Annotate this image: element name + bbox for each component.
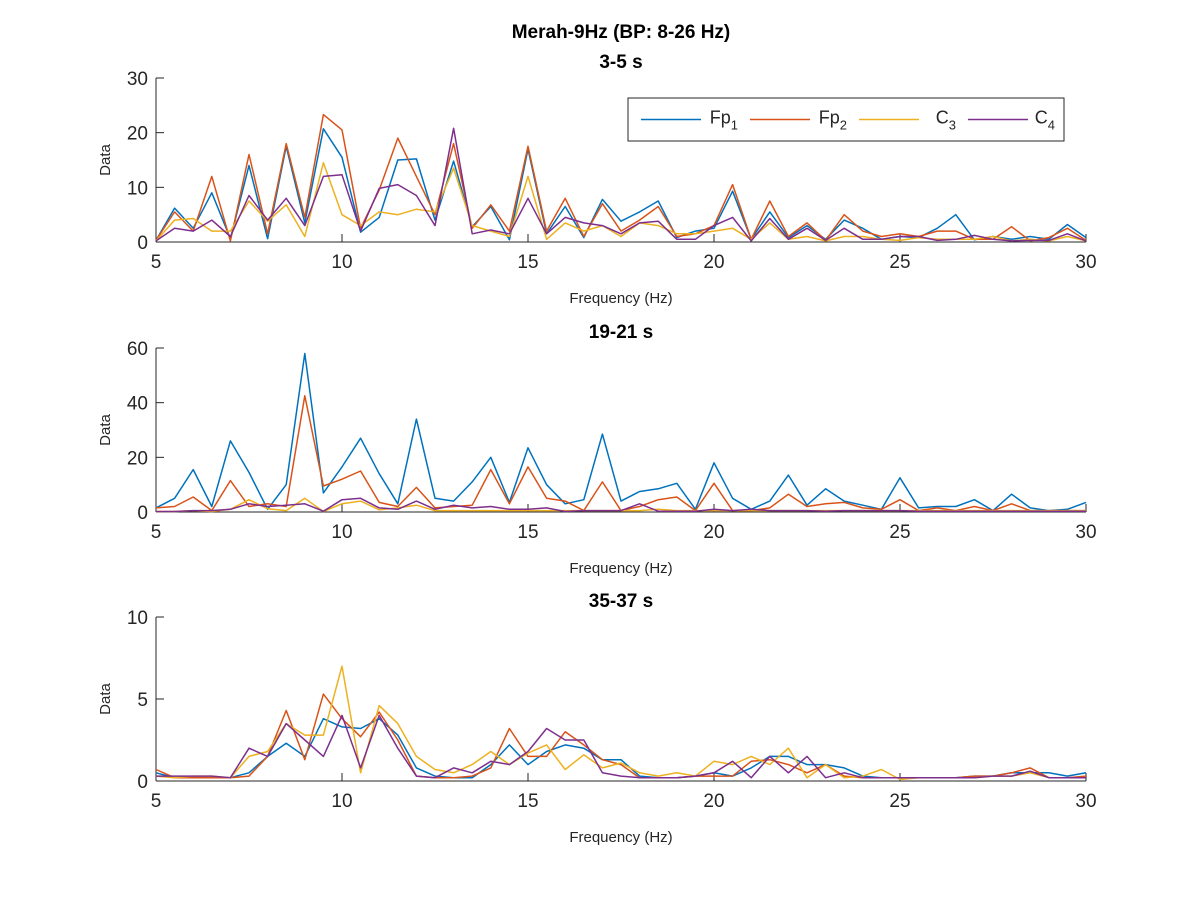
x-tick-label: 30 bbox=[1075, 791, 1096, 812]
legend: Fp1 Fp2 C3 C4 bbox=[627, 97, 1065, 142]
x-tick-label: 25 bbox=[889, 522, 910, 543]
legend-label: Fp1 bbox=[710, 108, 738, 133]
x-tick-label: 20 bbox=[703, 522, 724, 543]
series-line-c3 bbox=[155, 161, 1087, 242]
x-tick-label: 30 bbox=[1075, 252, 1096, 273]
y-tick-label: 10 bbox=[127, 178, 148, 199]
legend-label-base: C bbox=[1035, 108, 1048, 128]
y-tick-label: 40 bbox=[127, 394, 148, 415]
x-axis-label: Frequency (Hz) bbox=[569, 290, 672, 307]
x-tick-label: 10 bbox=[331, 522, 352, 543]
legend-label-base: C bbox=[936, 108, 949, 128]
legend-label: C4 bbox=[1035, 108, 1055, 133]
x-tick-label: 5 bbox=[151, 522, 162, 543]
x-axis-label: Frequency (Hz) bbox=[569, 560, 672, 577]
x-tick-label: 15 bbox=[517, 252, 538, 273]
x-tick-label: 15 bbox=[517, 522, 538, 543]
x-tick-label: 25 bbox=[889, 252, 910, 273]
series-line-fp1 bbox=[155, 717, 1087, 779]
x-tick-label: 25 bbox=[889, 791, 910, 812]
series-line-fp2 bbox=[155, 395, 1086, 512]
x-tick-label: 15 bbox=[517, 791, 538, 812]
series-line-c4 bbox=[156, 497, 1086, 513]
panel-title: 35-37 s bbox=[589, 591, 653, 612]
y-tick-label: 10 bbox=[127, 608, 148, 629]
series-line-fp2 bbox=[155, 113, 1087, 242]
x-tick-label: 5 bbox=[151, 791, 162, 812]
x-tick-label: 10 bbox=[331, 252, 352, 273]
y-tick-label: 60 bbox=[127, 339, 148, 360]
x-axis-label: Frequency (Hz) bbox=[569, 829, 672, 846]
legend-label-subscript: 2 bbox=[840, 118, 847, 133]
y-tick-label: 5 bbox=[137, 690, 148, 711]
series-line-c4 bbox=[155, 127, 1087, 242]
x-tick-label: 10 bbox=[331, 791, 352, 812]
series-line-fp1 bbox=[155, 128, 1087, 241]
legend-label: Fp2 bbox=[819, 108, 847, 133]
legend-label-subscript: 3 bbox=[949, 118, 956, 133]
y-tick-label: 30 bbox=[127, 69, 148, 90]
y-axis-label: Data bbox=[97, 414, 114, 446]
x-tick-label: 30 bbox=[1075, 522, 1096, 543]
y-tick-label: 0 bbox=[137, 233, 148, 254]
x-tick-label: 20 bbox=[703, 252, 724, 273]
series-line-fp1 bbox=[155, 352, 1087, 512]
series-line-fp2 bbox=[155, 693, 1087, 779]
y-tick-label: 0 bbox=[137, 772, 148, 793]
legend-label-base: Fp bbox=[710, 108, 731, 128]
y-tick-label: 20 bbox=[127, 124, 148, 145]
y-tick-label: 0 bbox=[137, 503, 148, 524]
panel-2: 5 10 15 20 25 30 0 20 40 60 19-21 s Frequency (Hz) D… bbox=[97, 322, 1097, 577]
y-axis-label: Data bbox=[97, 144, 114, 176]
panel-title: 19-21 s bbox=[589, 322, 653, 343]
y-tick-label: 20 bbox=[127, 448, 148, 469]
panel-1: 5 10 15 20 25 30 0 10 20 30 3-5 s Frequency (Hz) Dat… bbox=[97, 52, 1097, 307]
x-tick-label: 5 bbox=[151, 252, 162, 273]
figure-suptitle: Merah-9Hz (BP: 8-26 Hz) bbox=[512, 22, 731, 43]
legend-label-base: Fp bbox=[819, 108, 840, 128]
x-tick-label: 20 bbox=[703, 791, 724, 812]
legend-label: C3 bbox=[936, 108, 956, 133]
y-axis-label: Data bbox=[97, 683, 114, 715]
panel-title: 3-5 s bbox=[599, 52, 642, 73]
series-line-c3 bbox=[155, 665, 1086, 781]
legend-label-subscript: 4 bbox=[1048, 118, 1055, 133]
legend-label-subscript: 1 bbox=[731, 118, 738, 133]
series-line-c4 bbox=[156, 714, 1086, 779]
